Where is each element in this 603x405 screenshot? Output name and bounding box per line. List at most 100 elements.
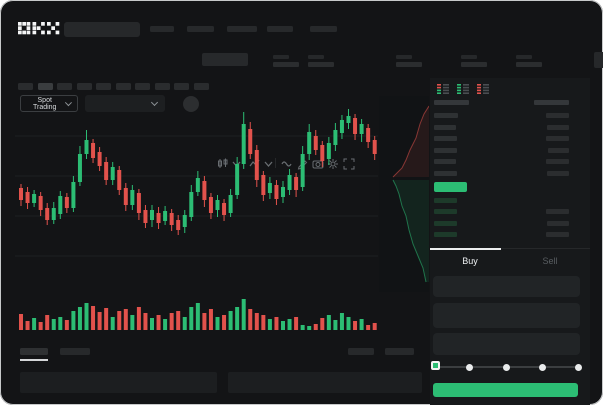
volume-bar — [346, 317, 351, 330]
submit-buy-button[interactable] — [433, 383, 578, 397]
timeframe-button[interactable] — [174, 83, 189, 90]
volume-bar — [130, 315, 135, 330]
chevron-down-icon[interactable] — [263, 158, 275, 169]
timeframe-button[interactable] — [154, 83, 170, 90]
volume-bar — [366, 325, 371, 330]
volume-bar — [235, 307, 240, 330]
volume-bar — [64, 320, 69, 330]
settings-icon[interactable] — [327, 158, 339, 169]
tab-sell[interactable]: Sell — [510, 249, 590, 273]
volume-bar — [195, 303, 200, 330]
ask-row[interactable] — [430, 170, 590, 177]
volume-bar — [38, 322, 43, 330]
bid-price-placeholder — [434, 209, 457, 214]
nav-item-placeholder[interactable] — [310, 26, 337, 32]
pair-select-dropdown[interactable] — [85, 95, 165, 112]
bottom-right-button-2[interactable] — [385, 348, 414, 355]
candle-body — [339, 120, 344, 133]
market-mode-dropdown[interactable]: Spot Trading — [20, 95, 78, 112]
candle-body — [267, 183, 272, 193]
nav-item-placeholder[interactable] — [267, 26, 293, 32]
search-input[interactable] — [64, 22, 140, 37]
market-bar: Spot Trading — [0, 44, 603, 112]
timeframe-button[interactable] — [193, 83, 209, 90]
logo-pixel — [26, 22, 31, 26]
candle-body — [91, 143, 96, 158]
trade-input-1[interactable] — [433, 276, 580, 297]
timeframe-button[interactable] — [76, 83, 92, 90]
slider-handle[interactable] — [431, 361, 440, 370]
market-stat-pair — [396, 55, 422, 67]
volume-bar — [320, 318, 325, 330]
stat-label-placeholder — [308, 55, 324, 59]
slider-stop-dot[interactable] — [538, 364, 546, 371]
ask-row[interactable] — [430, 113, 590, 119]
slider-stop-dot[interactable] — [502, 364, 510, 371]
market-mode-label: Spot Trading — [32, 96, 57, 111]
bid-amount-placeholder — [546, 232, 569, 237]
tab-buy-label: Buy — [462, 256, 478, 266]
trade-input-3[interactable] — [433, 333, 580, 355]
bid-row[interactable] — [430, 232, 590, 238]
timeframe-button[interactable] — [37, 83, 53, 90]
ask-row[interactable] — [430, 136, 590, 142]
ask-row[interactable] — [430, 124, 590, 131]
ask-row[interactable] — [430, 159, 590, 165]
order-book-view-asks-icon[interactable] — [476, 82, 490, 94]
stat-label-placeholder — [516, 55, 532, 59]
bottom-tab-2[interactable] — [60, 348, 90, 355]
edge-widget-placeholder[interactable] — [594, 52, 603, 68]
volume-bar — [19, 314, 23, 330]
timeframe-button[interactable] — [135, 83, 150, 90]
ask-amount-placeholder — [548, 147, 569, 153]
camera-icon[interactable] — [312, 158, 324, 169]
timeframe-button[interactable] — [57, 83, 72, 90]
logo-pixel — [26, 26, 31, 30]
okx-logo[interactable] — [18, 22, 60, 35]
fullscreen-icon[interactable] — [343, 158, 355, 170]
bottom-right-button-1[interactable] — [348, 348, 374, 355]
coin-icon — [183, 96, 199, 112]
timeframe-button[interactable] — [18, 83, 33, 90]
volume-bar — [287, 319, 292, 330]
wave-icon[interactable] — [281, 158, 293, 169]
volume-bar — [359, 319, 364, 330]
candle-body — [346, 116, 351, 123]
timeframe-button[interactable] — [115, 83, 131, 90]
nav-item-placeholder[interactable] — [187, 26, 214, 32]
bid-row[interactable] — [430, 197, 590, 204]
nav-item-placeholder[interactable] — [150, 26, 174, 32]
slider-stop-dot[interactable] — [466, 364, 474, 371]
order-book-view-all-icon[interactable] — [436, 82, 450, 94]
candle-body — [169, 213, 174, 225]
slider-stop-dot[interactable] — [575, 364, 582, 371]
candlestick-chart — [15, 109, 378, 257]
candle-body — [287, 175, 292, 190]
volume-bar — [300, 325, 305, 330]
timeframe-button[interactable] — [96, 83, 111, 90]
order-book-view-bids-icon[interactable] — [456, 82, 470, 94]
volume-bar — [254, 313, 259, 330]
candle-body — [71, 182, 76, 208]
bottom-tab-1[interactable] — [20, 348, 48, 355]
bottom-active-tab-underline — [20, 359, 48, 361]
trade-input-2[interactable] — [433, 303, 580, 328]
ask-row[interactable] — [430, 147, 590, 154]
ask-price-placeholder — [434, 159, 456, 164]
candle-body — [294, 177, 299, 190]
stat-label-placeholder — [461, 55, 477, 59]
stat-value-placeholder — [273, 62, 299, 67]
logo-pixel — [55, 22, 60, 26]
tab-buy[interactable]: Buy — [430, 249, 510, 273]
candle-body — [84, 140, 89, 154]
nav-item-placeholder[interactable] — [227, 26, 257, 32]
market-stat-pair — [308, 55, 334, 67]
candle-body — [51, 208, 56, 220]
bid-row[interactable] — [430, 209, 590, 215]
last-price-highlight[interactable] — [434, 182, 467, 192]
volume-bar — [117, 311, 122, 330]
candle-body — [143, 210, 148, 223]
bid-row[interactable] — [430, 220, 590, 227]
candle-style-icon[interactable] — [217, 158, 229, 169]
